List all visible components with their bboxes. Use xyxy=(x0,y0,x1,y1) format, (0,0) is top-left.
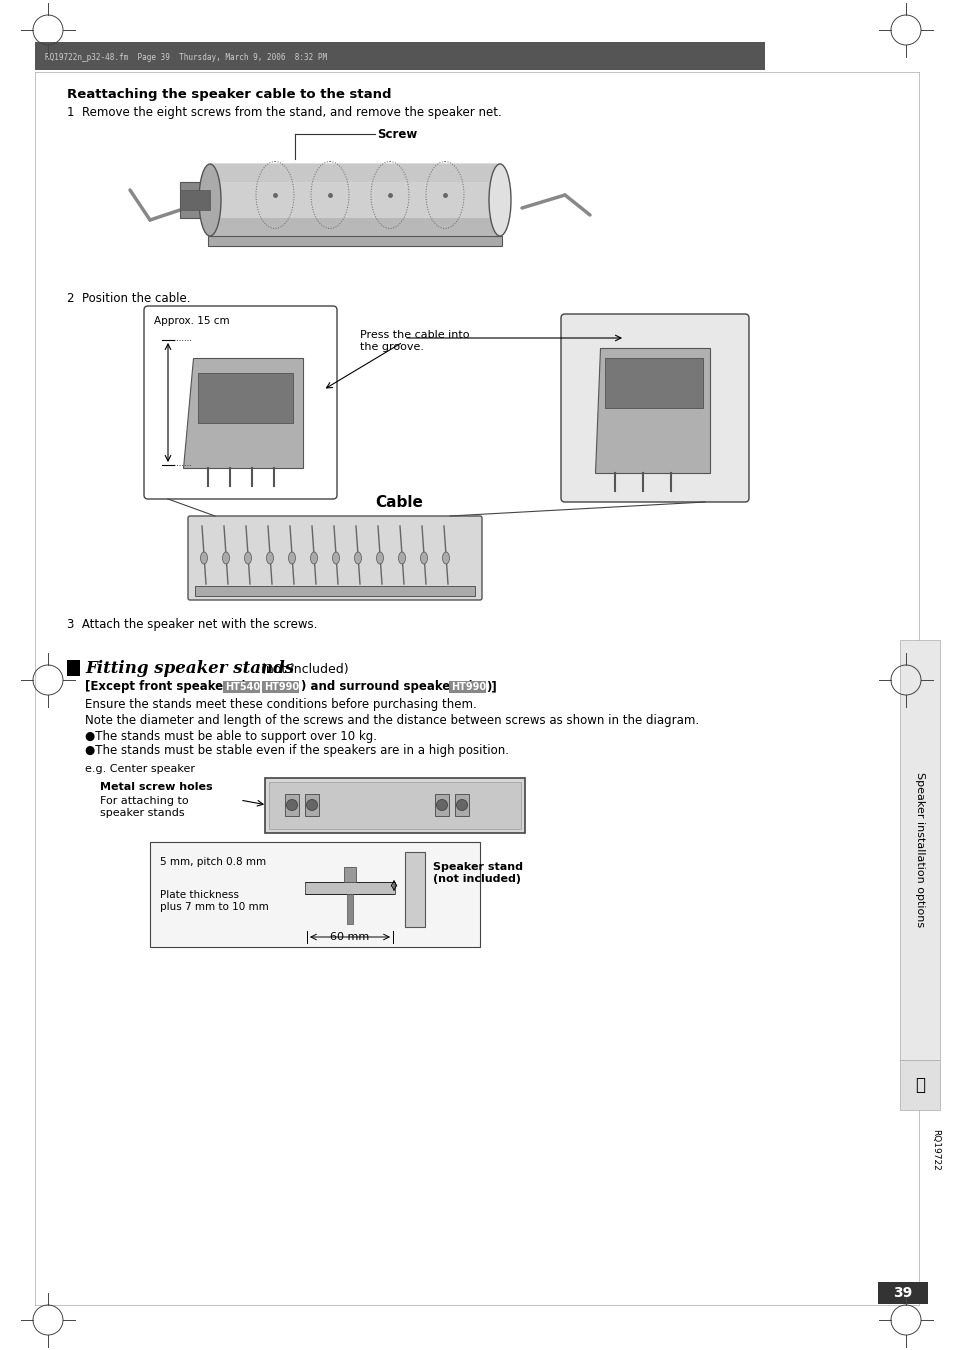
Circle shape xyxy=(286,799,297,810)
Text: ) and surround speakers (: ) and surround speakers ( xyxy=(301,680,472,693)
Bar xyxy=(344,867,355,882)
FancyBboxPatch shape xyxy=(560,315,748,502)
Bar xyxy=(285,794,298,815)
Text: 60 mm: 60 mm xyxy=(330,931,369,942)
Bar xyxy=(194,586,475,595)
Bar xyxy=(305,882,395,894)
Text: Plate thickness
plus 7 mm to 10 mm: Plate thickness plus 7 mm to 10 mm xyxy=(160,890,269,911)
Text: Speaker stand
(not included): Speaker stand (not included) xyxy=(433,863,522,884)
Text: [Except front speakers (: [Except front speakers ( xyxy=(85,680,245,693)
Text: RQ19722: RQ19722 xyxy=(930,1129,940,1170)
Bar xyxy=(604,358,702,408)
Text: 1  Remove the eight screws from the stand, and remove the speaker net.: 1 Remove the eight screws from the stand… xyxy=(67,107,501,119)
Text: 3  Attach the speaker net with the screws.: 3 Attach the speaker net with the screws… xyxy=(67,618,317,630)
Circle shape xyxy=(306,799,317,810)
Ellipse shape xyxy=(244,552,252,564)
Text: Press the cable into
the groove.: Press the cable into the groove. xyxy=(359,329,469,351)
FancyBboxPatch shape xyxy=(188,516,481,599)
Circle shape xyxy=(436,799,447,810)
Bar xyxy=(435,794,449,815)
Bar xyxy=(150,842,479,946)
Bar xyxy=(262,680,298,693)
Bar xyxy=(223,680,260,693)
Text: 39: 39 xyxy=(892,1287,912,1300)
Bar xyxy=(305,794,318,815)
Ellipse shape xyxy=(222,552,230,564)
Bar xyxy=(208,236,501,246)
Bar xyxy=(899,1060,939,1110)
Bar xyxy=(210,163,499,236)
Bar xyxy=(405,852,424,927)
Ellipse shape xyxy=(266,552,274,564)
Bar xyxy=(455,794,469,815)
Ellipse shape xyxy=(489,163,511,236)
Bar xyxy=(210,163,499,182)
Ellipse shape xyxy=(442,552,449,564)
Bar xyxy=(265,778,524,833)
Bar xyxy=(210,217,499,236)
Text: Fitting speaker stands: Fitting speaker stands xyxy=(85,660,294,676)
Bar xyxy=(180,182,210,217)
Ellipse shape xyxy=(200,552,208,564)
Bar xyxy=(449,680,485,693)
Ellipse shape xyxy=(376,552,383,564)
Polygon shape xyxy=(595,348,709,472)
Text: 5 mm, pitch 0.8 mm: 5 mm, pitch 0.8 mm xyxy=(160,857,266,867)
Ellipse shape xyxy=(333,552,339,564)
Text: Cable: Cable xyxy=(375,495,422,510)
Text: Approx. 15 cm: Approx. 15 cm xyxy=(153,316,230,325)
FancyBboxPatch shape xyxy=(144,306,336,500)
Text: Metal screw holes: Metal screw holes xyxy=(100,782,213,792)
Text: Screw: Screw xyxy=(376,127,416,140)
Ellipse shape xyxy=(420,552,427,564)
Circle shape xyxy=(456,799,467,810)
Ellipse shape xyxy=(398,552,405,564)
Text: HT990: HT990 xyxy=(264,682,299,693)
Text: RQ19722n_p32-48.fm  Page 39  Thursday, March 9, 2006  8:32 PM: RQ19722n_p32-48.fm Page 39 Thursday, Mar… xyxy=(45,53,327,62)
Text: (not included): (not included) xyxy=(256,663,348,676)
Text: e.g. Center speaker: e.g. Center speaker xyxy=(85,764,194,774)
Bar xyxy=(35,42,764,70)
Text: )]: )] xyxy=(485,680,497,693)
Text: Ensure the stands meet these conditions before purchasing them.: Ensure the stands meet these conditions … xyxy=(85,698,477,711)
Bar xyxy=(269,782,520,829)
Text: Reattaching the speaker cable to the stand: Reattaching the speaker cable to the sta… xyxy=(67,88,391,101)
Text: HT990: HT990 xyxy=(451,682,486,693)
Text: 🐾: 🐾 xyxy=(914,1076,924,1094)
Bar xyxy=(899,640,939,1060)
Text: ●The stands must be able to support over 10 kg.: ●The stands must be able to support over… xyxy=(85,730,376,742)
Ellipse shape xyxy=(199,163,221,236)
Text: 2  Position the cable.: 2 Position the cable. xyxy=(67,292,191,305)
Bar xyxy=(198,373,293,423)
Bar xyxy=(180,190,210,211)
Text: ●The stands must be stable even if the speakers are in a high position.: ●The stands must be stable even if the s… xyxy=(85,744,509,757)
Bar xyxy=(877,1282,927,1304)
Text: Speaker installation options: Speaker installation options xyxy=(914,772,924,927)
Ellipse shape xyxy=(288,552,295,564)
Ellipse shape xyxy=(355,552,361,564)
Bar xyxy=(67,660,80,676)
Text: Note the diameter and length of the screws and the distance between screws as sh: Note the diameter and length of the scre… xyxy=(85,714,699,728)
Text: For attaching to
speaker stands: For attaching to speaker stands xyxy=(100,796,189,818)
Polygon shape xyxy=(183,358,303,468)
Text: HT540: HT540 xyxy=(225,682,260,693)
Bar xyxy=(347,894,353,923)
Ellipse shape xyxy=(310,552,317,564)
